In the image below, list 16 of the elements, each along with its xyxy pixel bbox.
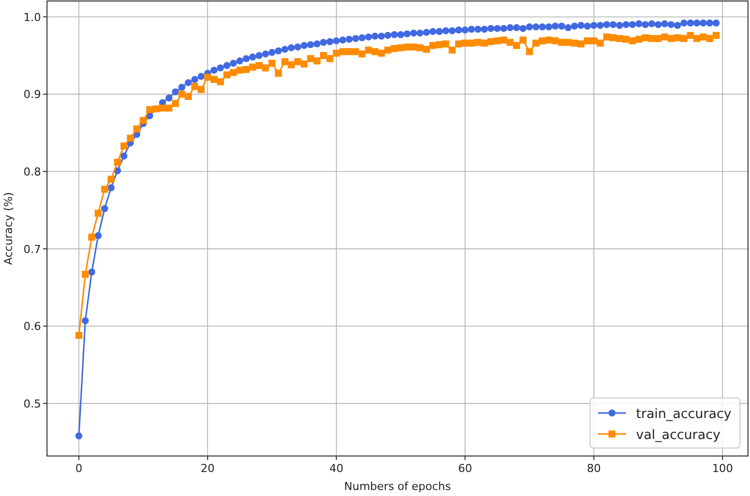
y-axis-title: Accuracy (%) (2, 192, 15, 265)
y-tick-label: 1.0 (24, 10, 41, 24)
x-tick-label: 60 (458, 462, 472, 475)
y-tick-label: 0.7 (24, 242, 41, 256)
x-tick-label: 100 (712, 462, 734, 475)
x-tick-label: 40 (329, 462, 344, 475)
x-axis-title: Numbers of epochs (344, 480, 452, 493)
y-tick-label: 0.6 (24, 320, 41, 334)
legend-label: train_accuracy (636, 407, 732, 422)
legend-label: val_accuracy (636, 428, 721, 443)
y-tick-label: 0.8 (24, 165, 41, 178)
y-tick-label: 0.9 (24, 88, 41, 102)
x-tick-label: 0 (75, 462, 82, 475)
x-tick-label: 80 (586, 462, 601, 475)
x-tick-label: 20 (200, 462, 215, 475)
y-tick-label: 0.5 (24, 397, 41, 410)
